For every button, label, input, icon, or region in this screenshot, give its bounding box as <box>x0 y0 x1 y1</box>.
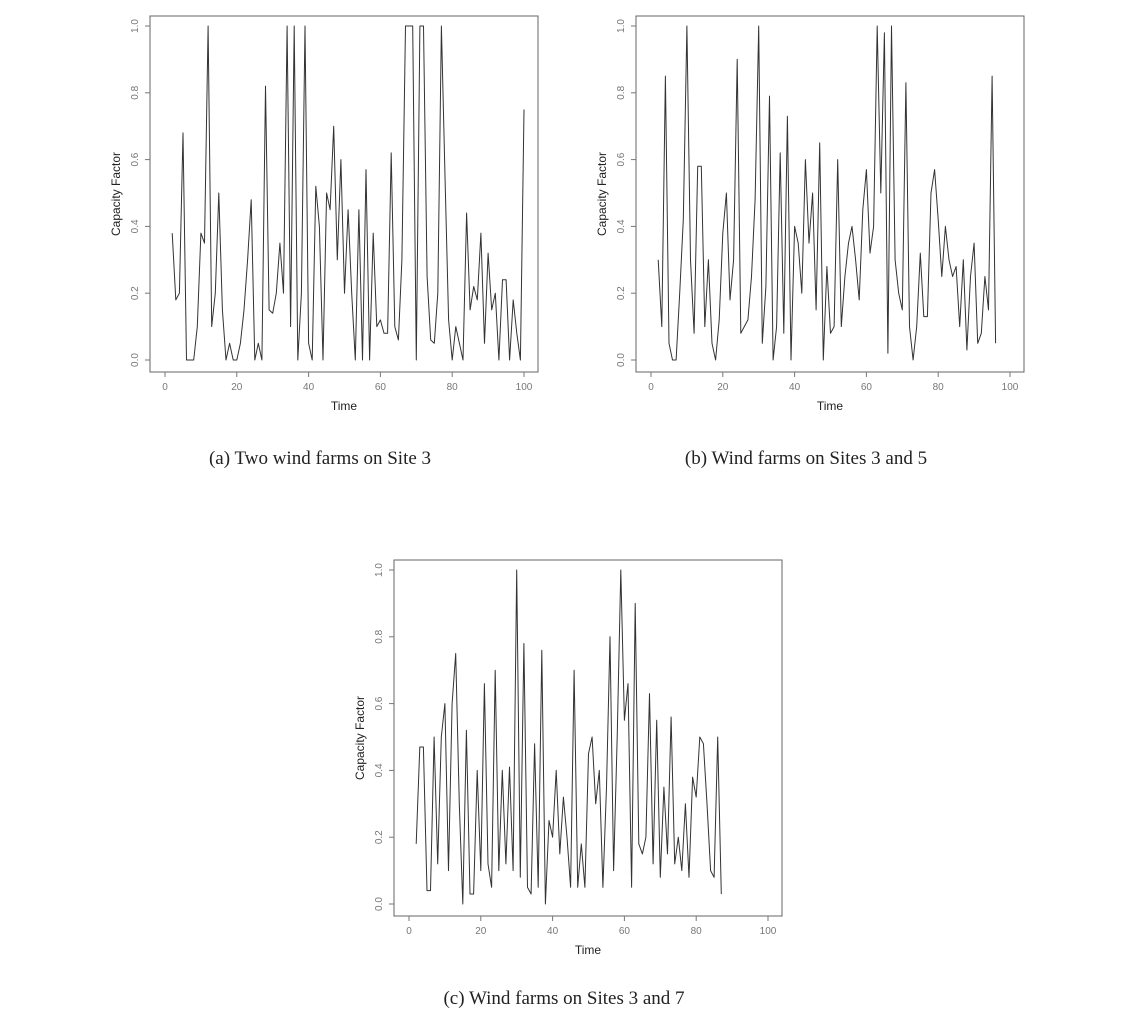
x-tick-label: 40 <box>547 926 559 937</box>
series-line <box>171 25 525 361</box>
y-axis-label: Capacity Factor <box>109 152 123 236</box>
y-tick-label: 0.6 <box>616 152 627 166</box>
x-tick-label: 80 <box>447 382 459 393</box>
y-tick-label: 0.8 <box>616 85 627 99</box>
y-tick-label: 0.8 <box>130 85 141 99</box>
y-tick-label: 0.6 <box>374 696 385 710</box>
y-tick-label: 0.6 <box>130 152 141 166</box>
x-tick-label: 60 <box>619 926 631 937</box>
x-tick-label: 100 <box>516 382 533 393</box>
plot-frame <box>149 15 539 373</box>
chart-c: 0 20 40 60 80 100 0.0 0.2 0.4 0.6 0.8 1.0 Time Capaci… <box>353 559 783 957</box>
x-axis-label: Time <box>575 943 602 957</box>
y-tick-label: 0.0 <box>616 353 627 367</box>
x-tick-label: 100 <box>760 926 777 937</box>
x-tick-label: 40 <box>303 382 315 393</box>
chart-panel-b: 0 20 40 60 80 100 0.0 0.2 0.4 0.6 0.8 1.0 Time Capaci… <box>576 4 1036 424</box>
x-tick-label: 0 <box>406 926 412 937</box>
y-tick-label: 0.8 <box>374 629 385 643</box>
x-axis-label: Time <box>331 399 358 413</box>
y-tick-label: 1.0 <box>374 563 385 577</box>
x-tick-label: 80 <box>691 926 703 937</box>
plot-frame <box>393 559 783 917</box>
y-tick-label: 1.0 <box>616 19 627 33</box>
caption-a: (a) Two wind farms on Site 3 <box>208 448 432 469</box>
y-tick-label: 0.4 <box>616 219 627 233</box>
y-tick-label: 0.0 <box>374 897 385 911</box>
y-tick-label: 0.4 <box>374 763 385 777</box>
series-line <box>415 569 722 905</box>
x-tick-label: 40 <box>789 382 801 393</box>
y-tick-label: 0.4 <box>130 219 141 233</box>
y-tick-label: 0.0 <box>130 353 141 367</box>
series-line <box>657 25 997 361</box>
y-tick-label: 0.2 <box>374 830 385 844</box>
x-tick-label: 60 <box>375 382 387 393</box>
chart-panel-a: 0 20 40 60 80 100 0.0 0.2 0.4 0.6 0.8 1.0 Time Capaci… <box>90 4 550 424</box>
y-tick-label: 0.2 <box>616 286 627 300</box>
y-axis-label: Capacity Factor <box>595 152 609 236</box>
x-tick-label: 80 <box>933 382 945 393</box>
x-tick-label: 100 <box>1002 382 1019 393</box>
caption-b: (b) Wind farms on Sites 3 and 5 <box>684 448 928 469</box>
x-tick-label: 20 <box>717 382 729 393</box>
x-tick-label: 0 <box>648 382 654 393</box>
x-tick-label: 60 <box>861 382 873 393</box>
y-tick-label: 1.0 <box>130 19 141 33</box>
y-tick-label: 0.2 <box>130 286 141 300</box>
x-tick-label: 0 <box>162 382 168 393</box>
chart-a: 0 20 40 60 80 100 0.0 0.2 0.4 0.6 0.8 1.0 Time Capaci… <box>109 15 539 413</box>
x-tick-label: 20 <box>475 926 487 937</box>
x-axis-label: Time <box>817 399 844 413</box>
plot-frame <box>635 15 1025 373</box>
y-axis-label: Capacity Factor <box>353 696 367 780</box>
chart-b: 0 20 40 60 80 100 0.0 0.2 0.4 0.6 0.8 1.0 Time Capaci… <box>595 15 1025 413</box>
chart-panel-c: 0 20 40 60 80 100 0.0 0.2 0.4 0.6 0.8 1.0 Time Capaci… <box>334 548 794 968</box>
caption-c: (c) Wind farms on Sites 3 and 7 <box>443 988 685 1009</box>
x-tick-label: 20 <box>231 382 243 393</box>
